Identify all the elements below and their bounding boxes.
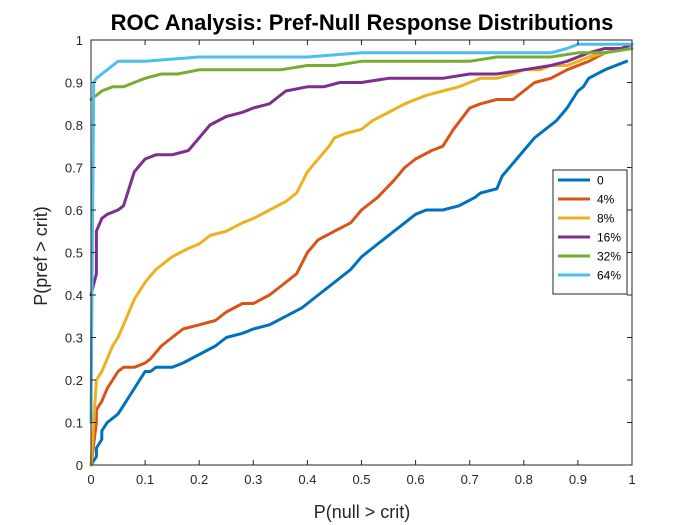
x-tick-label: 0.4 bbox=[298, 472, 316, 487]
legend-label-1: 4% bbox=[597, 193, 615, 207]
x-tick-label: 0.8 bbox=[515, 472, 533, 487]
y-tick-label: 0.1 bbox=[65, 416, 83, 431]
y-tick-label: 0.8 bbox=[65, 118, 83, 133]
legend-label-5: 64% bbox=[597, 269, 621, 283]
x-tick-label: 1 bbox=[628, 472, 635, 487]
series-line-0 bbox=[89, 59, 629, 467]
series-line-4 bbox=[89, 47, 634, 101]
legend-label-4: 32% bbox=[597, 250, 621, 264]
y-tick-label: 1 bbox=[76, 33, 83, 48]
x-tick-label: 0.2 bbox=[190, 472, 208, 487]
x-tick-label: 0.7 bbox=[461, 472, 479, 487]
x-tick-label: 0 bbox=[87, 472, 94, 487]
x-tick-label: 0.9 bbox=[569, 472, 587, 487]
x-tick-label: 0.3 bbox=[244, 472, 262, 487]
y-axis-label: P(pref > crit) bbox=[31, 206, 51, 306]
series-layer bbox=[89, 42, 634, 467]
x-tick-label: 0.6 bbox=[407, 472, 425, 487]
series-line-3 bbox=[89, 42, 634, 297]
chart-title: ROC Analysis: Pref-Null Response Distrib… bbox=[111, 10, 614, 35]
legend: 0 4% 8% 16% 32% 64% bbox=[552, 169, 628, 295]
x-tick-label: 0.5 bbox=[352, 472, 370, 487]
legend-label-2: 8% bbox=[597, 212, 615, 226]
axes-layer: 0 0.1 0.2 0.3 0.4 0.5 0.6 0.7 0.8 0.9 1 0 0.1 0.2 0.3 0… bbox=[65, 33, 636, 487]
y-tick-label: 0.6 bbox=[65, 203, 83, 218]
plot-area bbox=[91, 40, 632, 465]
series-line-1 bbox=[89, 42, 634, 467]
x-axis-label: P(null > crit) bbox=[314, 502, 411, 522]
legend-label-3: 16% bbox=[597, 231, 621, 245]
y-tick-label: 0 bbox=[76, 458, 83, 473]
series-line-5 bbox=[89, 42, 634, 424]
y-tick-label: 0.2 bbox=[65, 373, 83, 388]
legend-box bbox=[552, 169, 628, 295]
y-tick-label: 0.3 bbox=[65, 331, 83, 346]
plot-background bbox=[91, 40, 632, 465]
x-tick-label: 0.1 bbox=[136, 472, 154, 487]
y-tick-label: 0.7 bbox=[65, 161, 83, 176]
y-tick-label: 0.5 bbox=[65, 246, 83, 261]
legend-label-0: 0 bbox=[597, 174, 604, 188]
y-tick-label: 0.4 bbox=[65, 288, 83, 303]
y-tick-label: 0.9 bbox=[65, 76, 83, 91]
